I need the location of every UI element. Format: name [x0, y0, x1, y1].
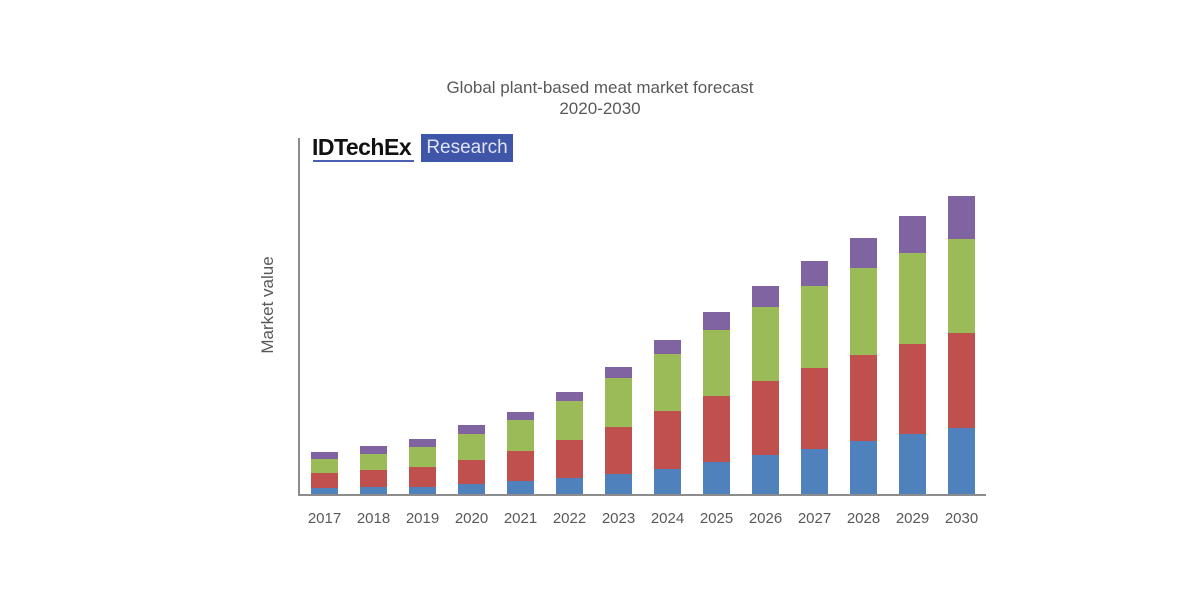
bar-2023-series-2: [605, 427, 632, 474]
bar-2024-series-3: [654, 354, 681, 411]
bar-2018-series-4: [360, 446, 387, 454]
bar-2030-series-1: [948, 428, 975, 495]
bar-2022-series-2: [556, 440, 583, 478]
x-tick-label: 2029: [896, 510, 929, 527]
bar-2029-series-1: [899, 434, 926, 495]
bar-2019-series-3: [409, 447, 436, 467]
chart-subtitle: 2020-2030: [559, 99, 641, 118]
bar-2018-series-2: [360, 470, 387, 487]
bar-2020-series-4: [458, 425, 485, 434]
bar-2027-series-4: [801, 261, 828, 286]
bar-2027-series-1: [801, 449, 828, 495]
x-tick-label: 2021: [504, 510, 537, 527]
logo-underline: [313, 160, 414, 162]
bar-2020-series-2: [458, 460, 485, 484]
x-tick-label: 2017: [308, 510, 341, 527]
bar-2020-series-1: [458, 484, 485, 495]
bar-2027-series-2: [801, 368, 828, 449]
bar-2018-series-1: [360, 487, 387, 495]
bar-2030-series-3: [948, 239, 975, 333]
chart-title: Global plant-based meat market forecast …: [0, 77, 1200, 119]
bar-2025-series-3: [703, 330, 730, 396]
bar-2019-series-2: [409, 467, 436, 487]
x-tick-label: 2024: [651, 510, 684, 527]
bar-2021-series-4: [507, 412, 534, 420]
bar-2024-series-1: [654, 469, 681, 495]
bar-2029-series-4: [899, 216, 926, 253]
bar-2017-series-4: [311, 452, 338, 459]
bar-2025-series-4: [703, 312, 730, 330]
bar-2023-series-1: [605, 474, 632, 495]
bar-2029-series-2: [899, 344, 926, 434]
bar-2021-series-1: [507, 481, 534, 495]
bar-2028-series-1: [850, 441, 877, 495]
bar-2023-series-3: [605, 378, 632, 427]
bar-2017-series-2: [311, 473, 338, 488]
x-tick-label: 2025: [700, 510, 733, 527]
bar-2020-series-3: [458, 434, 485, 460]
bar-2022-series-4: [556, 392, 583, 401]
bar-2026-series-1: [752, 455, 779, 495]
bar-2026-series-2: [752, 381, 779, 455]
bar-2019-series-4: [409, 439, 436, 447]
bar-2025-series-1: [703, 462, 730, 495]
bar-2017-series-3: [311, 459, 338, 473]
bar-2026-series-3: [752, 307, 779, 381]
bar-2021-series-2: [507, 451, 534, 481]
bar-2028-series-3: [850, 268, 877, 355]
research-badge: Research: [421, 134, 513, 162]
x-tick-label: 2028: [847, 510, 880, 527]
bar-2021-series-3: [507, 420, 534, 451]
bar-2022-series-3: [556, 401, 583, 440]
x-tick-label: 2030: [945, 510, 978, 527]
bar-2026-series-4: [752, 286, 779, 307]
bar-2029-series-3: [899, 253, 926, 344]
bar-2025-series-2: [703, 396, 730, 462]
x-tick-label: 2019: [406, 510, 439, 527]
bar-2030-series-2: [948, 333, 975, 428]
x-tick-label: 2027: [798, 510, 831, 527]
bar-2018-series-3: [360, 454, 387, 470]
chart-title-main: Global plant-based meat market forecast: [446, 78, 754, 97]
x-tick-label: 2026: [749, 510, 782, 527]
bar-2024-series-4: [654, 340, 681, 354]
bar-2027-series-3: [801, 286, 828, 368]
x-tick-label: 2022: [553, 510, 586, 527]
bar-2030-series-4: [948, 196, 975, 239]
bar-2017-series-1: [311, 488, 338, 495]
bars-group: [311, 196, 975, 495]
bar-2028-series-4: [850, 238, 877, 268]
bar-2022-series-1: [556, 478, 583, 495]
x-tick-label: 2023: [602, 510, 635, 527]
x-tick-labels: 2017 2018 2019 2020 2021 2022 2023 2024 2025 2026…: [308, 510, 978, 527]
idtechex-logo: IDTechEx: [312, 134, 412, 160]
bar-2028-series-2: [850, 355, 877, 441]
bar-2024-series-2: [654, 411, 681, 469]
bar-2023-series-4: [605, 367, 632, 378]
x-tick-label: 2020: [455, 510, 488, 527]
x-tick-label: 2018: [357, 510, 390, 527]
bar-2019-series-1: [409, 487, 436, 495]
